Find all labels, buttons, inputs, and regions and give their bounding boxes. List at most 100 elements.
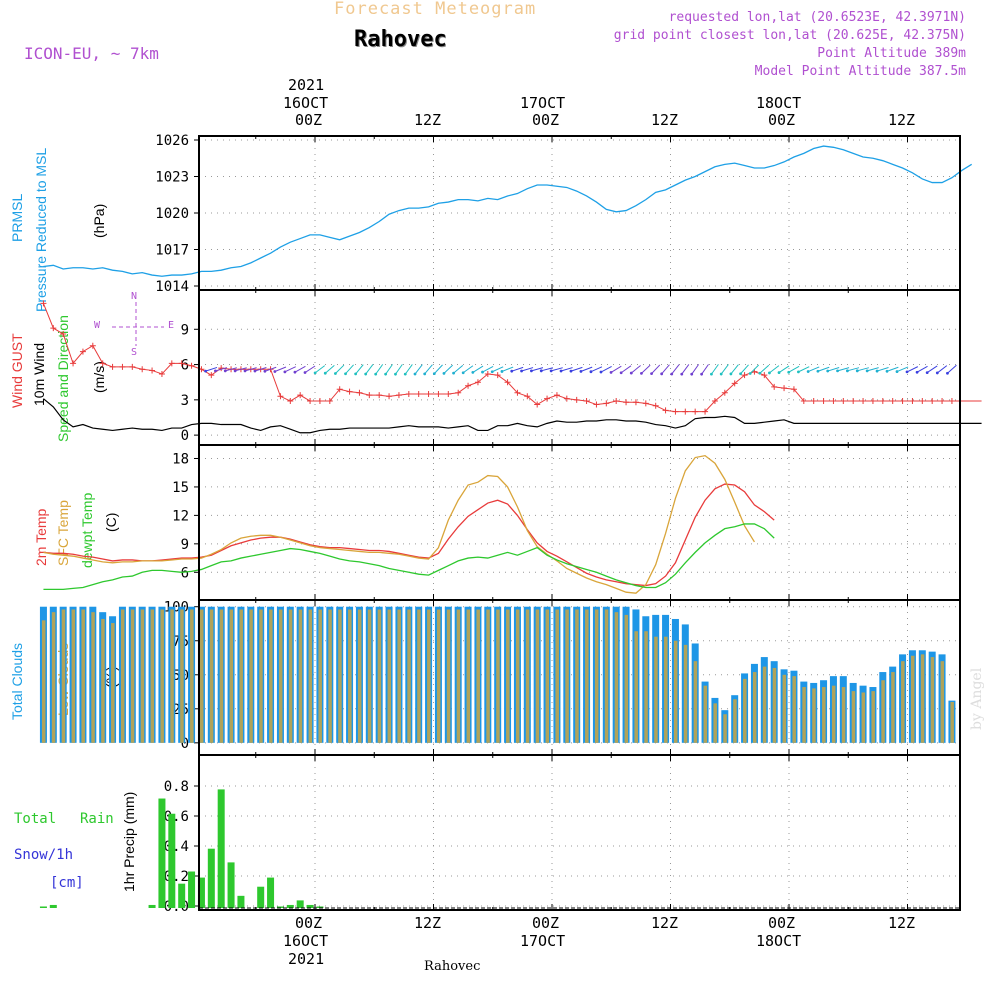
gust-marker xyxy=(455,389,462,396)
wind-arrow xyxy=(827,366,840,372)
wind-arrow xyxy=(492,366,504,373)
wind-arrow-head xyxy=(748,372,752,375)
low-cloud-bar xyxy=(476,609,480,743)
low-cloud-bar xyxy=(278,609,283,743)
location-title: Rahovec xyxy=(354,27,447,52)
wind-arrow xyxy=(521,367,534,372)
bottom-tick-4-time: 00Z xyxy=(768,914,796,932)
rain-label: Rain xyxy=(80,811,114,827)
low-cloud-bar xyxy=(575,609,579,743)
low-cloud-bar xyxy=(486,609,490,743)
wind-arrow-head xyxy=(885,369,889,373)
gust-marker xyxy=(939,398,946,405)
low-cloud-bar xyxy=(901,661,905,743)
y-tick-label: 0.8 xyxy=(164,779,189,795)
y-tick-label: 1020 xyxy=(155,206,189,222)
gust-marker xyxy=(326,398,333,405)
precip-bar xyxy=(296,900,304,908)
y-tick-label: 3 xyxy=(181,393,189,409)
wind-arrow-head xyxy=(461,371,465,375)
low-cloud-bar xyxy=(841,687,846,743)
wind-arrow xyxy=(857,367,869,372)
low-cloud-bar xyxy=(199,609,204,743)
low-cloud-bar xyxy=(259,609,263,743)
gust-marker xyxy=(919,398,926,405)
wind-arrow-head xyxy=(539,369,543,373)
wind-arrow xyxy=(837,367,850,372)
y-tick-label: 9 xyxy=(181,322,189,338)
low-cloud-bar xyxy=(51,612,56,743)
wind-arrow xyxy=(620,365,632,374)
precip-bar xyxy=(286,904,294,908)
gust-marker xyxy=(860,398,867,405)
low-cloud-bar xyxy=(120,609,125,743)
wind-arrow-head xyxy=(660,372,664,376)
low-cloud-bar xyxy=(515,609,520,743)
gust-marker xyxy=(346,388,353,395)
gust-marker xyxy=(40,300,47,307)
wind-arrow xyxy=(630,365,641,374)
wind-arrow-head xyxy=(559,369,563,373)
wind-arrow xyxy=(847,367,860,372)
low-cloud-bar xyxy=(269,609,273,743)
low-cloud-bar xyxy=(565,609,569,743)
wind-arrow-head xyxy=(223,369,227,373)
low-cloud-bar xyxy=(130,609,135,743)
wind-arrow-head xyxy=(500,370,504,373)
wind-arrow xyxy=(600,366,612,373)
gust-marker xyxy=(158,370,165,377)
low-cloud-bar xyxy=(328,609,332,743)
panel-frame-2 xyxy=(198,444,961,601)
gust-marker xyxy=(889,398,896,405)
precip-bar xyxy=(257,886,265,908)
wind-arrow-head xyxy=(670,372,674,376)
top-tick-3-time: 12Z xyxy=(651,111,679,129)
bottom-tick-2-time: 00Z xyxy=(532,914,560,932)
low-cloud-bar xyxy=(594,609,599,743)
gust-marker xyxy=(524,393,531,400)
wind-arrow-head xyxy=(364,372,368,376)
low-cloud-bar xyxy=(585,609,589,743)
wind-arrow-head xyxy=(520,369,523,373)
wind-arrow-head xyxy=(384,372,388,376)
wind-arrow-head xyxy=(589,370,593,374)
wind-arrow-head xyxy=(629,371,633,375)
gust-marker xyxy=(632,399,639,406)
low-cloud-bar xyxy=(436,609,441,743)
low-cloud-bar xyxy=(41,620,46,743)
gust-marker xyxy=(89,342,96,349)
gust-marker xyxy=(386,393,393,400)
wind-arrow xyxy=(720,364,729,375)
wind-arrow xyxy=(570,366,583,372)
gust-marker xyxy=(297,392,304,399)
y-tick-label: 6 xyxy=(181,565,189,581)
wind-arrow xyxy=(788,365,800,373)
gust-marker xyxy=(613,398,620,405)
wind-arrow-head xyxy=(442,371,446,375)
wind-arrow xyxy=(681,364,690,375)
wind-arrow xyxy=(590,366,603,373)
precip-bar xyxy=(168,813,176,908)
bottom-tick-0-date: 16OCT xyxy=(283,932,329,950)
low-cloud-bar xyxy=(298,609,303,743)
gust-marker xyxy=(929,398,936,405)
low-cloud-bar xyxy=(545,609,550,743)
gust-marker xyxy=(623,399,630,406)
wind-arrow xyxy=(482,366,494,373)
gust-marker xyxy=(692,408,699,415)
wind-arrow-head xyxy=(619,371,623,375)
wind-arrow xyxy=(453,365,464,374)
gust-marker xyxy=(702,408,709,415)
wind-arrow xyxy=(711,364,719,375)
wind-arrow xyxy=(433,364,443,374)
wind-arrow xyxy=(304,365,316,373)
low-cloud-bar xyxy=(614,612,619,743)
y-tick-label: 9 xyxy=(181,537,189,553)
top-year-label: 2021 xyxy=(288,76,325,94)
gust-marker xyxy=(178,360,185,367)
precip-bar xyxy=(267,877,275,908)
wind-arrow-head xyxy=(374,372,378,376)
precip-bar xyxy=(207,848,215,908)
low-cloud-bar xyxy=(150,609,155,743)
wind-arrow-head xyxy=(925,371,929,374)
